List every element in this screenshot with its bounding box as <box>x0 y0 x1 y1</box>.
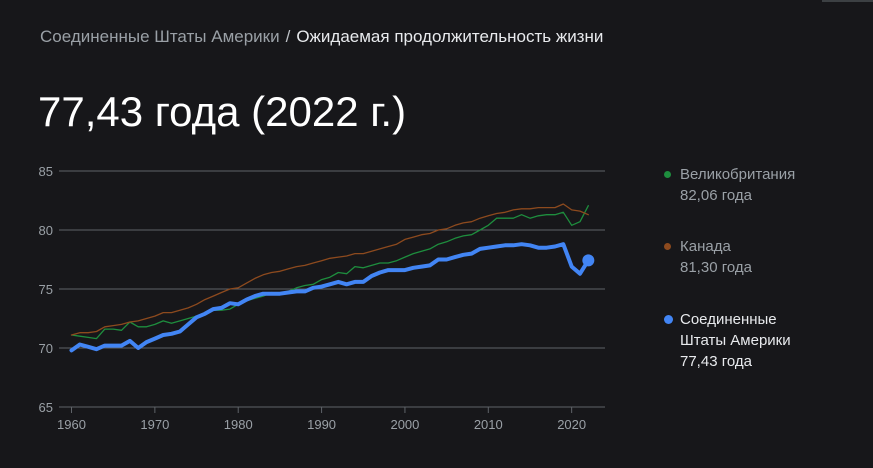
breadcrumb-separator: / <box>285 27 291 46</box>
y-tick-label-70: 70 <box>39 341 53 356</box>
breadcrumb-country-link[interactable]: Соединенные Штаты Америки <box>40 27 280 46</box>
breadcrumb-metric: Ожидаемая продолжительность жизни <box>296 27 604 46</box>
x-tick-label-2000: 2000 <box>390 417 419 432</box>
legend-value: 77,43 года <box>680 353 752 370</box>
legend-value: 82,06 года <box>680 187 752 204</box>
canada-series-line <box>70 203 589 336</box>
legend-value: 81,30 года <box>680 259 752 276</box>
breadcrumb: Соединенные Штаты Америки / Ожидаемая прод… <box>40 27 603 47</box>
legend-item-2[interactable]: Соединенные Штаты Америки 77,43 года <box>664 309 864 372</box>
y-tick-label-80: 80 <box>39 223 53 238</box>
top-edge-line <box>822 0 873 2</box>
legend-name: Великобритания <box>680 166 796 183</box>
legend-name: Канада <box>680 238 731 255</box>
legend-name: Соединенные Штаты Америки <box>680 311 791 349</box>
legend-dot-icon <box>664 171 671 178</box>
usa-last-point <box>582 254 595 267</box>
legend-item-1[interactable]: Канада 81,30 года <box>664 236 864 278</box>
y-tick-label-85: 85 <box>39 164 53 179</box>
legend-item-0[interactable]: Великобритания 82,06 года <box>664 164 864 206</box>
x-tick-label-2020: 2020 <box>557 417 586 432</box>
x-tick-label-1960: 1960 <box>57 417 86 432</box>
uk-series-line <box>70 205 589 340</box>
usa-series-line <box>69 242 591 353</box>
y-tick-label-75: 75 <box>39 282 53 297</box>
x-tick-label-1980: 1980 <box>224 417 253 432</box>
y-tick-label-65: 65 <box>39 400 53 415</box>
x-tick-label-1970: 1970 <box>140 417 169 432</box>
x-tick-label-1990: 1990 <box>307 417 336 432</box>
legend-dot-icon <box>664 243 671 250</box>
legend-dot-icon <box>664 315 673 324</box>
x-tick-label-2010: 2010 <box>474 417 503 432</box>
headline-value: 77,43 года (2022 г.) <box>38 88 407 135</box>
